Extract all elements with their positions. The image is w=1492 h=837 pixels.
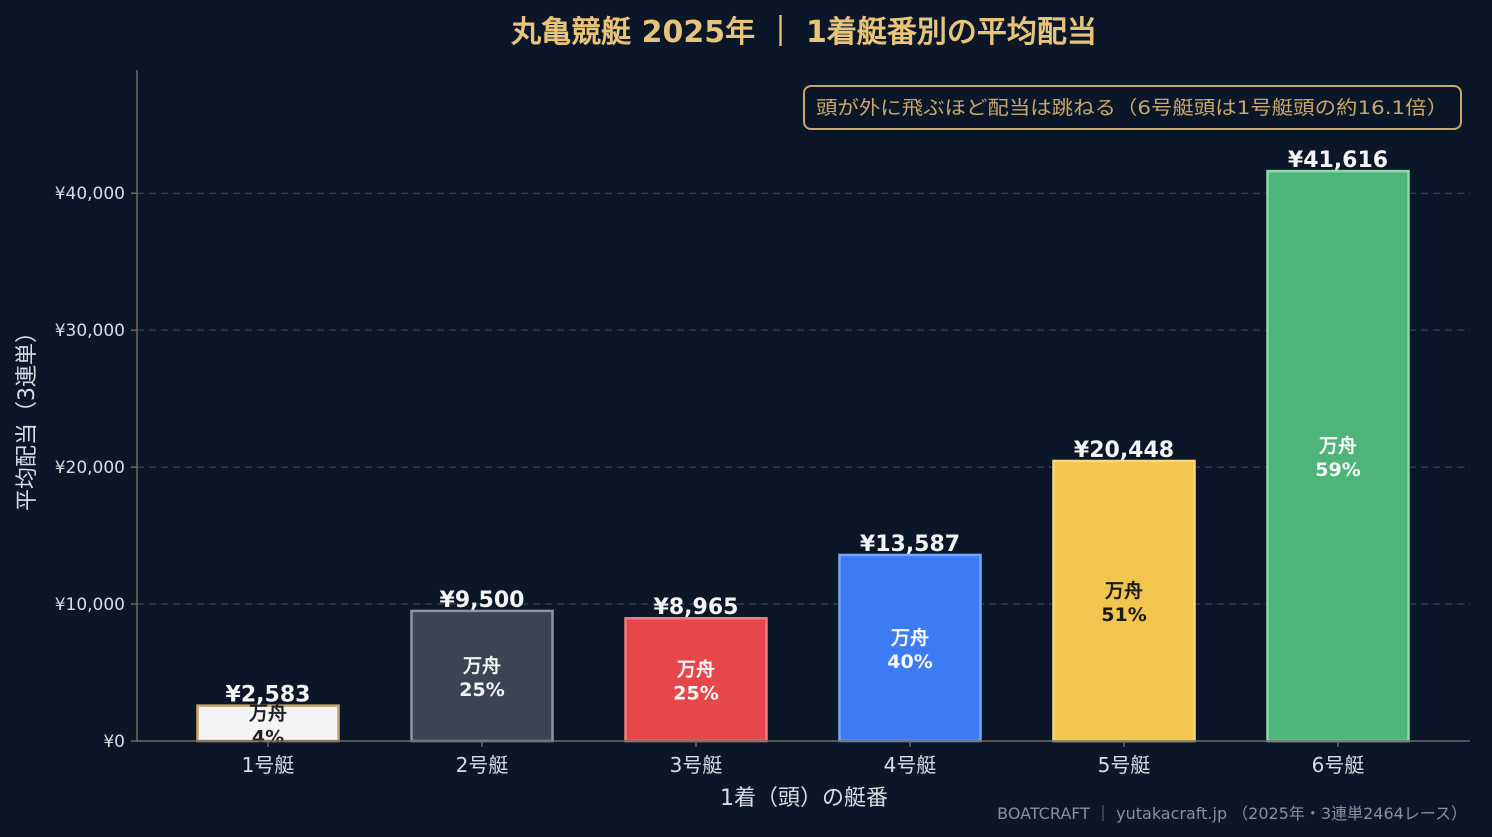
bar-inner-percent: 40%	[887, 651, 932, 673]
x-tick-label: 4号艇	[884, 753, 937, 777]
x-tick-label: 2号艇	[456, 753, 509, 777]
footer-credit: BOATCRAFT ｜ yutakacraft.jp （2025年・3連単246…	[997, 804, 1467, 823]
x-tick-label: 5号艇	[1098, 753, 1151, 777]
bar-inner-title: 万舟	[462, 654, 501, 677]
chart-title: 丸亀競艇 2025年 ｜ 1着艇番別の平均配当	[510, 15, 1097, 50]
bar-value-label: ¥41,616	[1288, 148, 1388, 173]
bar-labels: ¥2,583万舟4%¥9,500万舟25%¥8,965万舟25%¥13,587万…	[226, 148, 1389, 748]
annotation-text: 頭が外に飛ぶほど配当は跳ねる（6号艇頭は1号艇頭の約16.1倍）	[816, 97, 1448, 119]
bar-inner-title: 万舟	[1104, 579, 1143, 602]
bar-value-label: ¥8,965	[654, 595, 739, 620]
x-tick-label: 6号艇	[1312, 753, 1365, 777]
bar-inner-percent: 59%	[1315, 459, 1360, 481]
gridlines	[137, 192, 1470, 605]
bar-inner-percent: 25%	[459, 679, 504, 701]
bar-inner-title: 万舟	[890, 626, 929, 649]
bar-inner-title: 万舟	[676, 658, 715, 681]
bar-value-label: ¥20,448	[1074, 438, 1174, 463]
bar	[196, 704, 340, 743]
bar-inner-percent: 25%	[673, 683, 718, 705]
y-tick-label: ¥10,000	[55, 595, 125, 615]
y-axis-ticks: ¥0 ¥10,000 ¥20,000 ¥30,000 ¥40,000	[55, 184, 137, 752]
y-tick-label: ¥30,000	[55, 321, 125, 341]
x-axis-ticks: 1号艇 2号艇 3号艇 4号艇 5号艇 6号艇	[242, 741, 1365, 777]
bar-inner-percent: 51%	[1101, 604, 1146, 626]
y-tick-label: ¥40,000	[55, 184, 125, 204]
x-tick-label: 3号艇	[670, 753, 723, 777]
bar-value-label: ¥2,583	[226, 683, 311, 708]
x-tick-label: 1号艇	[242, 753, 295, 777]
annotation-box: 頭が外に飛ぶほど配当は跳ねる（6号艇頭は1号艇頭の約16.1倍）	[803, 85, 1462, 130]
bar-inner-percent: 4%	[252, 726, 284, 748]
bar-value-label: ¥9,500	[440, 588, 525, 613]
bar-value-label: ¥13,587	[860, 532, 960, 557]
bars	[196, 169, 1410, 743]
bar-inner-title: 万舟	[1318, 434, 1357, 457]
x-axis-title: 1着（頭）の艇番	[720, 786, 888, 811]
bar-inner-title: 万舟	[248, 701, 287, 724]
y-tick-label: ¥20,000	[55, 458, 125, 478]
annotation-frame	[803, 85, 1462, 130]
y-tick-label: ¥0	[103, 732, 125, 752]
y-axis-title: 平均配当（3連単）	[15, 321, 40, 511]
bar	[1266, 169, 1410, 743]
